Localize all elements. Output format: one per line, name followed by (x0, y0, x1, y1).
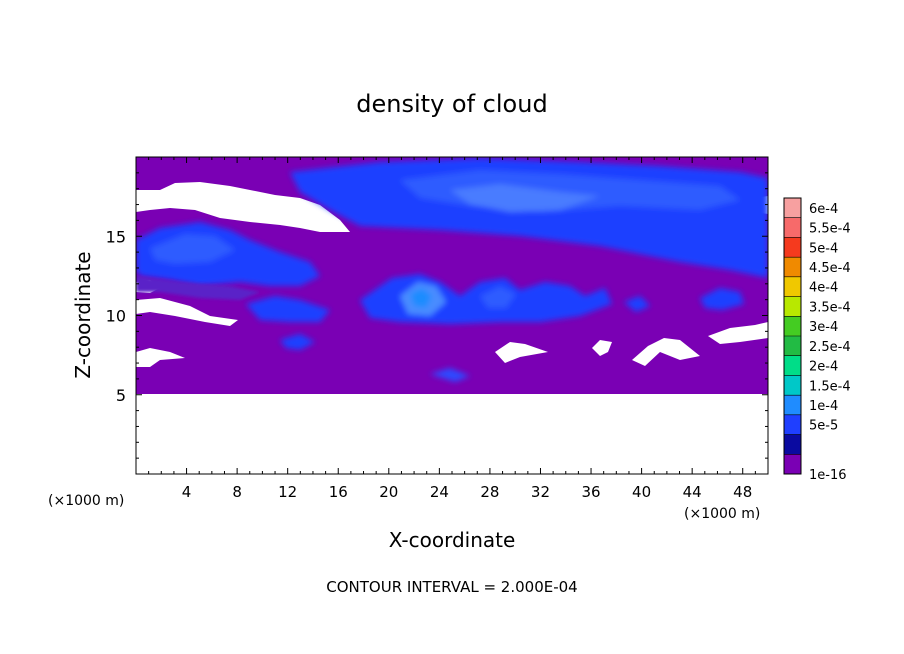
colorbar-label: 5.5e-4 (809, 222, 851, 237)
chart-title: density of cloud (356, 90, 547, 118)
colorbar-label: 1e-16 (809, 468, 847, 483)
colorbar-segment (784, 276, 801, 297)
colorbar-segment (784, 296, 801, 317)
colorbar-label: 4.5e-4 (809, 261, 851, 276)
x-tick-label: 32 (531, 483, 550, 501)
x-tick-label: 28 (480, 483, 499, 501)
colorbar-segment (784, 316, 801, 337)
colorbar-segment (784, 434, 801, 455)
x-tick-label: 40 (632, 483, 651, 501)
x-tick-label: 36 (581, 483, 600, 501)
colorbar-label: 2.5e-4 (809, 340, 851, 355)
y-axis-label: Z-coordinate (71, 251, 95, 378)
colorbar-segment (784, 454, 801, 475)
colorbar-segment (784, 217, 801, 238)
colorbar-label: 4e-4 (809, 281, 838, 296)
colorbar: 6e-4 5.5e-4 5e-4 4.5e-4 4e-4 3.5e-4 3e-4 2.5e-4… (783, 197, 851, 483)
cloud-masses (136, 158, 768, 382)
x-tick-label: 8 (232, 483, 242, 501)
colorbar-label: 6e-4 (809, 202, 838, 217)
x-tick-label: 16 (329, 483, 348, 501)
colorbar-label: 5e-4 (809, 241, 838, 256)
y-tick-label: 5 (116, 386, 126, 405)
colorbar-segment (784, 257, 801, 278)
colorbar-label: 3.5e-4 (809, 300, 851, 315)
colorbar-segment (784, 355, 801, 376)
colorbar-segment (784, 237, 801, 258)
x-tick-label: 4 (182, 483, 192, 501)
cloud-edges (136, 276, 260, 300)
colorbar-label: 1e-4 (809, 399, 838, 414)
x-tick-label: 12 (278, 483, 297, 501)
x-tick-label: 44 (683, 483, 702, 501)
colorbar-segment (784, 414, 801, 435)
colorbar-label: 5e-5 (809, 419, 838, 434)
colorbar-label: 3e-4 (809, 320, 838, 335)
x-tick-label: 24 (430, 483, 449, 501)
clear-air-below-base (136, 394, 768, 474)
colorbar-segment (784, 336, 801, 357)
contour-interval: CONTOUR INTERVAL = 2.000E-04 (326, 578, 577, 596)
colorbar-segment (784, 375, 801, 396)
x-tick-label: 20 (379, 483, 398, 501)
colorbar-segment (784, 198, 801, 219)
colorbar-label: 1.5e-4 (809, 379, 851, 394)
x-units-right: (×1000 m) (684, 506, 760, 522)
x-axis-label: X-coordinate (389, 528, 516, 552)
x-tick-label: 48 (733, 483, 752, 501)
y-tick-label: 10 (106, 307, 126, 326)
x-units-left: (×1000 m) (48, 493, 124, 509)
colorbar-segment (784, 395, 801, 416)
cloud-field (136, 157, 768, 474)
colorbar-label: 2e-4 (809, 360, 838, 375)
y-tick-label: 15 (106, 227, 126, 246)
